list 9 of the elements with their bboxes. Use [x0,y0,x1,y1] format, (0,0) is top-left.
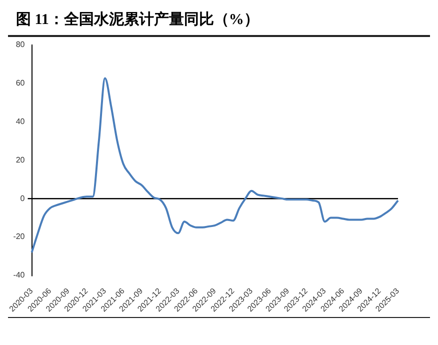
chart-title: 图 11：全国水泥累计产量同比（%） [8,8,430,37]
y-tick-label: -20 [13,232,26,242]
y-tick-label: 0 [20,194,26,203]
y-tick-label: -40 [13,270,26,280]
y-tick-label: 60 [16,78,26,88]
y-tick-label: 40 [16,116,26,126]
y-tick-label: 20 [16,155,26,164]
y-tick-label: 80 [16,40,26,50]
line-series [30,77,399,254]
